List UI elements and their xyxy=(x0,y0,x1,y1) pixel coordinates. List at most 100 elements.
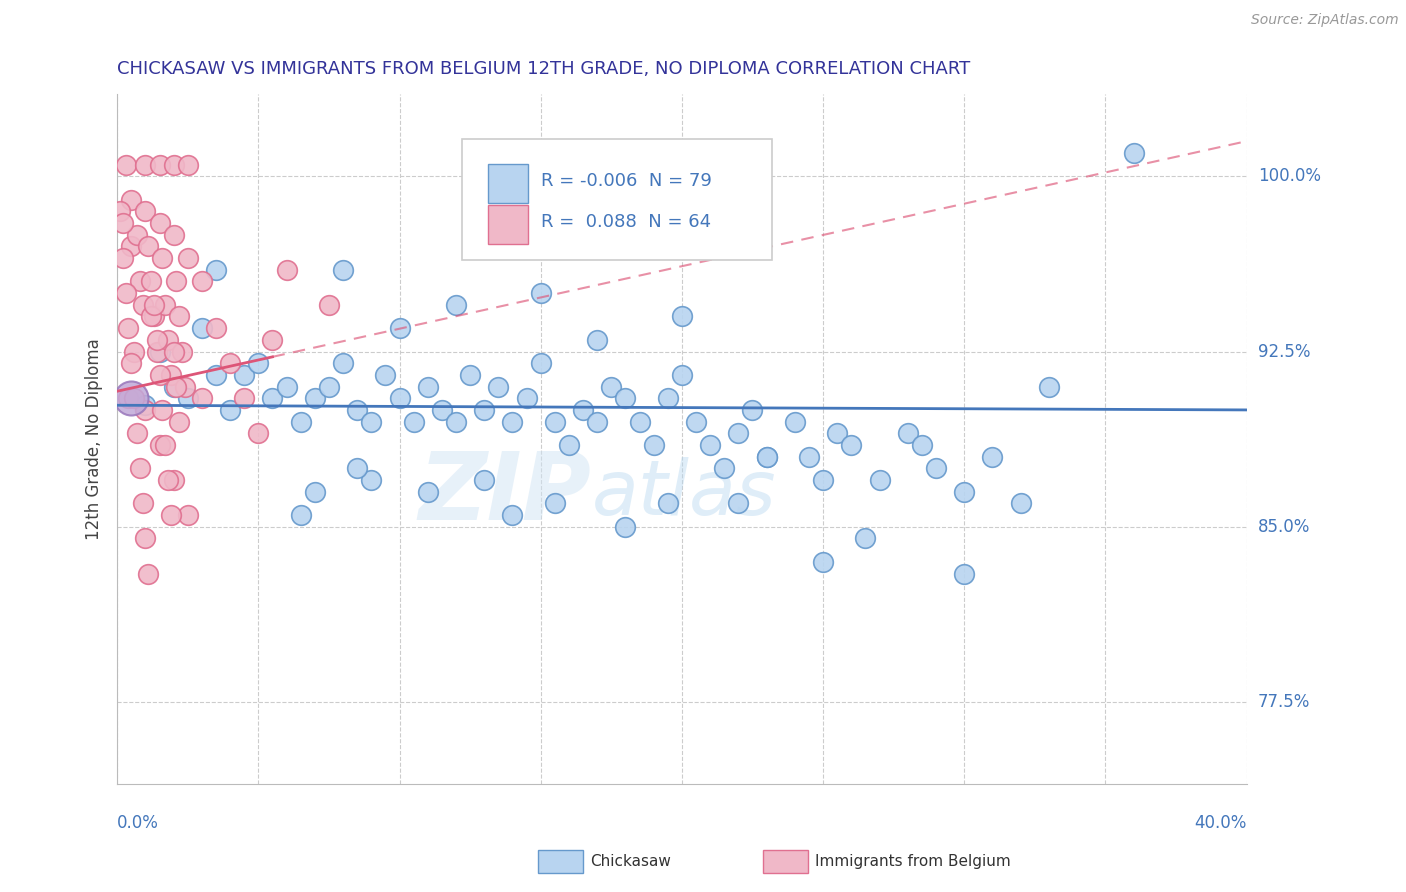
Point xyxy=(360,415,382,429)
Point xyxy=(614,391,637,405)
Point xyxy=(177,391,200,405)
Point xyxy=(247,426,270,441)
Point xyxy=(191,321,214,335)
Point xyxy=(219,403,242,417)
Point xyxy=(205,321,228,335)
Point xyxy=(153,298,176,312)
Point xyxy=(177,251,200,265)
Point xyxy=(544,415,567,429)
Point xyxy=(388,321,411,335)
Point xyxy=(134,532,156,546)
Point xyxy=(713,461,735,475)
Point xyxy=(544,496,567,510)
Point xyxy=(304,484,326,499)
Point xyxy=(148,438,170,452)
Point xyxy=(430,403,453,417)
Point xyxy=(177,157,200,171)
Point xyxy=(755,450,778,464)
Point xyxy=(174,379,197,393)
Point xyxy=(262,391,284,405)
Point xyxy=(727,496,749,510)
Point xyxy=(120,193,142,207)
Text: ZIP: ZIP xyxy=(419,449,592,541)
Point xyxy=(741,403,763,417)
Point xyxy=(981,450,1004,464)
Text: CHICKASAW VS IMMIGRANTS FROM BELGIUM 12TH GRADE, NO DIPLOMA CORRELATION CHART: CHICKASAW VS IMMIGRANTS FROM BELGIUM 12T… xyxy=(117,60,970,78)
Point xyxy=(169,310,191,324)
Point xyxy=(114,286,136,301)
Point xyxy=(911,438,934,452)
Point xyxy=(136,566,159,581)
Point xyxy=(614,520,637,534)
FancyBboxPatch shape xyxy=(461,139,772,260)
Point xyxy=(134,157,156,171)
Y-axis label: 12th Grade, No Diploma: 12th Grade, No Diploma xyxy=(86,338,103,540)
Point xyxy=(346,403,368,417)
Point xyxy=(388,391,411,405)
Point xyxy=(150,251,173,265)
FancyBboxPatch shape xyxy=(488,205,529,244)
Point xyxy=(304,391,326,405)
Point xyxy=(472,473,495,487)
Point xyxy=(1122,145,1144,160)
Point xyxy=(166,379,188,393)
Point xyxy=(163,227,186,242)
Point xyxy=(125,426,148,441)
Text: 92.5%: 92.5% xyxy=(1258,343,1310,360)
Text: 85.0%: 85.0% xyxy=(1258,517,1310,536)
Point xyxy=(458,368,481,382)
Point xyxy=(839,438,862,452)
Point xyxy=(516,391,538,405)
Text: Chickasaw: Chickasaw xyxy=(591,855,672,869)
Point xyxy=(530,286,553,301)
Text: 0.0%: 0.0% xyxy=(117,814,159,832)
Text: 100.0%: 100.0% xyxy=(1258,167,1320,186)
Point xyxy=(1038,379,1060,393)
Point xyxy=(169,415,191,429)
Point xyxy=(501,508,523,522)
Point xyxy=(360,473,382,487)
Point xyxy=(128,274,150,288)
Point xyxy=(346,461,368,475)
Point xyxy=(148,368,170,382)
Point xyxy=(416,379,439,393)
Point xyxy=(276,379,298,393)
Point xyxy=(727,426,749,441)
Point xyxy=(657,391,679,405)
Point xyxy=(233,391,256,405)
Point xyxy=(122,391,145,405)
Point xyxy=(486,379,509,393)
Point xyxy=(191,391,214,405)
Point xyxy=(160,368,183,382)
Point xyxy=(153,438,176,452)
Point xyxy=(643,438,665,452)
Point xyxy=(191,274,214,288)
FancyBboxPatch shape xyxy=(488,164,529,202)
Point xyxy=(657,496,679,510)
Point xyxy=(318,298,340,312)
Point xyxy=(530,356,553,370)
Point xyxy=(114,157,136,171)
Text: Source: ZipAtlas.com: Source: ZipAtlas.com xyxy=(1251,13,1399,28)
Point xyxy=(628,415,651,429)
Point xyxy=(156,333,179,347)
Text: atlas: atlas xyxy=(592,458,776,532)
Point xyxy=(145,333,167,347)
Point xyxy=(117,321,139,335)
Point xyxy=(134,204,156,219)
Point xyxy=(131,496,153,510)
Point xyxy=(163,344,186,359)
Point xyxy=(128,461,150,475)
Point xyxy=(897,426,920,441)
Point xyxy=(145,344,167,359)
Point xyxy=(472,403,495,417)
Point xyxy=(148,157,170,171)
Point xyxy=(122,344,145,359)
Point xyxy=(685,415,707,429)
Point xyxy=(953,484,976,499)
Point xyxy=(332,262,354,277)
Point xyxy=(233,368,256,382)
Point xyxy=(671,368,693,382)
Point xyxy=(136,239,159,253)
Point xyxy=(318,379,340,393)
